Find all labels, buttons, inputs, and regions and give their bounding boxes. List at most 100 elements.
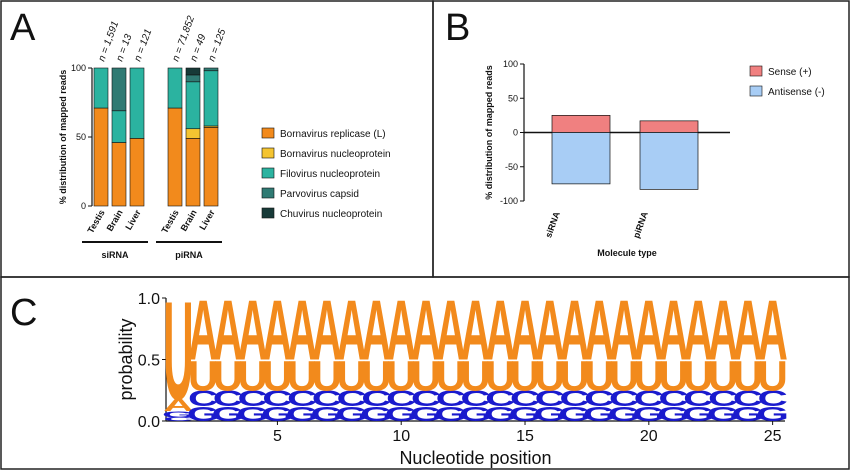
y-tick-label: 50 xyxy=(76,132,86,142)
x-tick-label: Liver xyxy=(197,208,217,232)
x-tick-label: 15 xyxy=(516,428,534,445)
logo-letter: U xyxy=(733,352,763,399)
logo-letter: C xyxy=(262,387,292,411)
logo-letter: G xyxy=(385,403,418,426)
logo-letter: G xyxy=(459,403,492,426)
logo-letter: U xyxy=(361,352,391,399)
logo-letter: U xyxy=(411,352,441,399)
logo-letter: A xyxy=(337,283,367,378)
logo-letter: C xyxy=(436,387,466,411)
logo-letter: A xyxy=(213,283,243,378)
logo-letter: C xyxy=(757,387,787,411)
logo-letter: U xyxy=(485,352,515,399)
y-tick-label: 1.0 xyxy=(138,291,160,308)
legend-swatch xyxy=(749,85,763,97)
x-tick-label: 10 xyxy=(392,428,410,445)
y-tick-label: 100 xyxy=(503,59,518,69)
logo-letter: A xyxy=(510,283,540,378)
group-label: siRNA xyxy=(101,250,129,260)
legend-swatch xyxy=(261,147,275,159)
stacked-bar-segment xyxy=(111,67,127,112)
x-axis-label: Molecule type xyxy=(597,248,657,258)
logo-letter: A xyxy=(559,283,589,378)
logo-letter: C xyxy=(708,387,738,411)
logo-letter: C xyxy=(287,387,317,411)
logo-letter: G xyxy=(286,403,319,426)
logo-letter: C xyxy=(733,387,763,411)
x-tick-label: piRNA xyxy=(631,210,650,240)
group-label: piRNA xyxy=(175,250,203,260)
logo-letter: G xyxy=(732,403,765,426)
x-tick-label: Brain xyxy=(105,208,125,233)
legend-label: Sense (+) xyxy=(768,67,812,78)
logo-letter: A xyxy=(411,283,441,378)
logo-letter: A xyxy=(287,283,317,378)
logo-letter: C xyxy=(535,387,565,411)
logo-letter: G xyxy=(533,403,566,426)
x-tick-label: Brain xyxy=(179,208,199,233)
panel-c-letter: C xyxy=(10,292,37,334)
bar xyxy=(551,132,611,185)
logo-letter: G xyxy=(608,403,641,426)
logo-letter: C xyxy=(559,387,589,411)
logo-letter: U xyxy=(237,352,267,399)
logo-letter: U xyxy=(287,352,317,399)
logo-letter: G xyxy=(707,403,740,426)
stacked-bar-segment xyxy=(185,81,201,130)
y-axis-label: probability xyxy=(116,318,136,400)
stacked-bar-segment xyxy=(167,107,183,207)
logo-letter: A xyxy=(609,283,639,378)
x-axis-label: Nucleotide position xyxy=(399,448,551,468)
y-tick-label: 100 xyxy=(71,63,86,73)
logo-letter: U xyxy=(510,352,540,399)
stacked-bar-segment xyxy=(203,127,219,207)
chart-b: 100 50 0 -50 -100 % distribution of mapped re… xyxy=(484,59,825,258)
y-tick-label: -100 xyxy=(500,196,518,206)
logo-letter: G xyxy=(261,403,294,426)
logo-letter: G xyxy=(212,403,245,426)
logo-letter: U xyxy=(584,352,614,399)
logo-letter: A xyxy=(312,283,342,378)
panel-c-frame xyxy=(0,276,850,470)
stacked-bar-segment xyxy=(111,110,127,143)
stacked-bar-segment xyxy=(203,70,219,127)
logo-letter: U xyxy=(609,352,639,399)
logo-letter: A xyxy=(485,283,515,378)
stacked-bar-segment xyxy=(129,67,145,139)
n-label: n = 121 xyxy=(132,28,154,63)
logo-letter: U xyxy=(683,352,713,399)
legend-label: Parvovirus capsid xyxy=(280,189,359,200)
logo-letter: U xyxy=(460,352,490,399)
y-tick-label: -50 xyxy=(505,162,518,172)
x-tick-label: Testis xyxy=(159,208,180,235)
logo-letter: G xyxy=(434,403,467,426)
x-tick-label: Testis xyxy=(85,208,106,235)
logo-letter: U xyxy=(337,352,367,399)
logo-letter: C xyxy=(312,387,342,411)
logo-letter: G xyxy=(632,403,665,426)
logo-letter: C xyxy=(584,387,614,411)
legend-swatch xyxy=(261,207,275,219)
logo-letter: U xyxy=(535,352,565,399)
stacked-bar-segment xyxy=(129,138,145,207)
stacked-bar-segment xyxy=(185,67,201,76)
legend-label: Filovirus nucleoprotein xyxy=(280,169,380,180)
logo-letter: A xyxy=(757,283,787,378)
logo-letter: A xyxy=(163,396,193,415)
logo-letter: U xyxy=(213,352,243,399)
logo-letter: G xyxy=(311,403,344,426)
logo-letter: C xyxy=(658,387,688,411)
logo-letter: A xyxy=(708,283,738,378)
bar xyxy=(639,120,699,133)
logo-letter: A xyxy=(188,283,218,378)
logo-letter: C xyxy=(188,387,218,411)
logo-letter: G xyxy=(187,403,220,426)
logo-letter: U xyxy=(757,352,787,399)
logo-letter: G xyxy=(162,410,195,419)
logo-letter: U xyxy=(386,352,416,399)
stacked-bar-segment xyxy=(167,67,183,109)
y-axis-label: % distribution of mapped reads xyxy=(484,65,494,200)
x-tick-label: Liver xyxy=(123,208,143,232)
